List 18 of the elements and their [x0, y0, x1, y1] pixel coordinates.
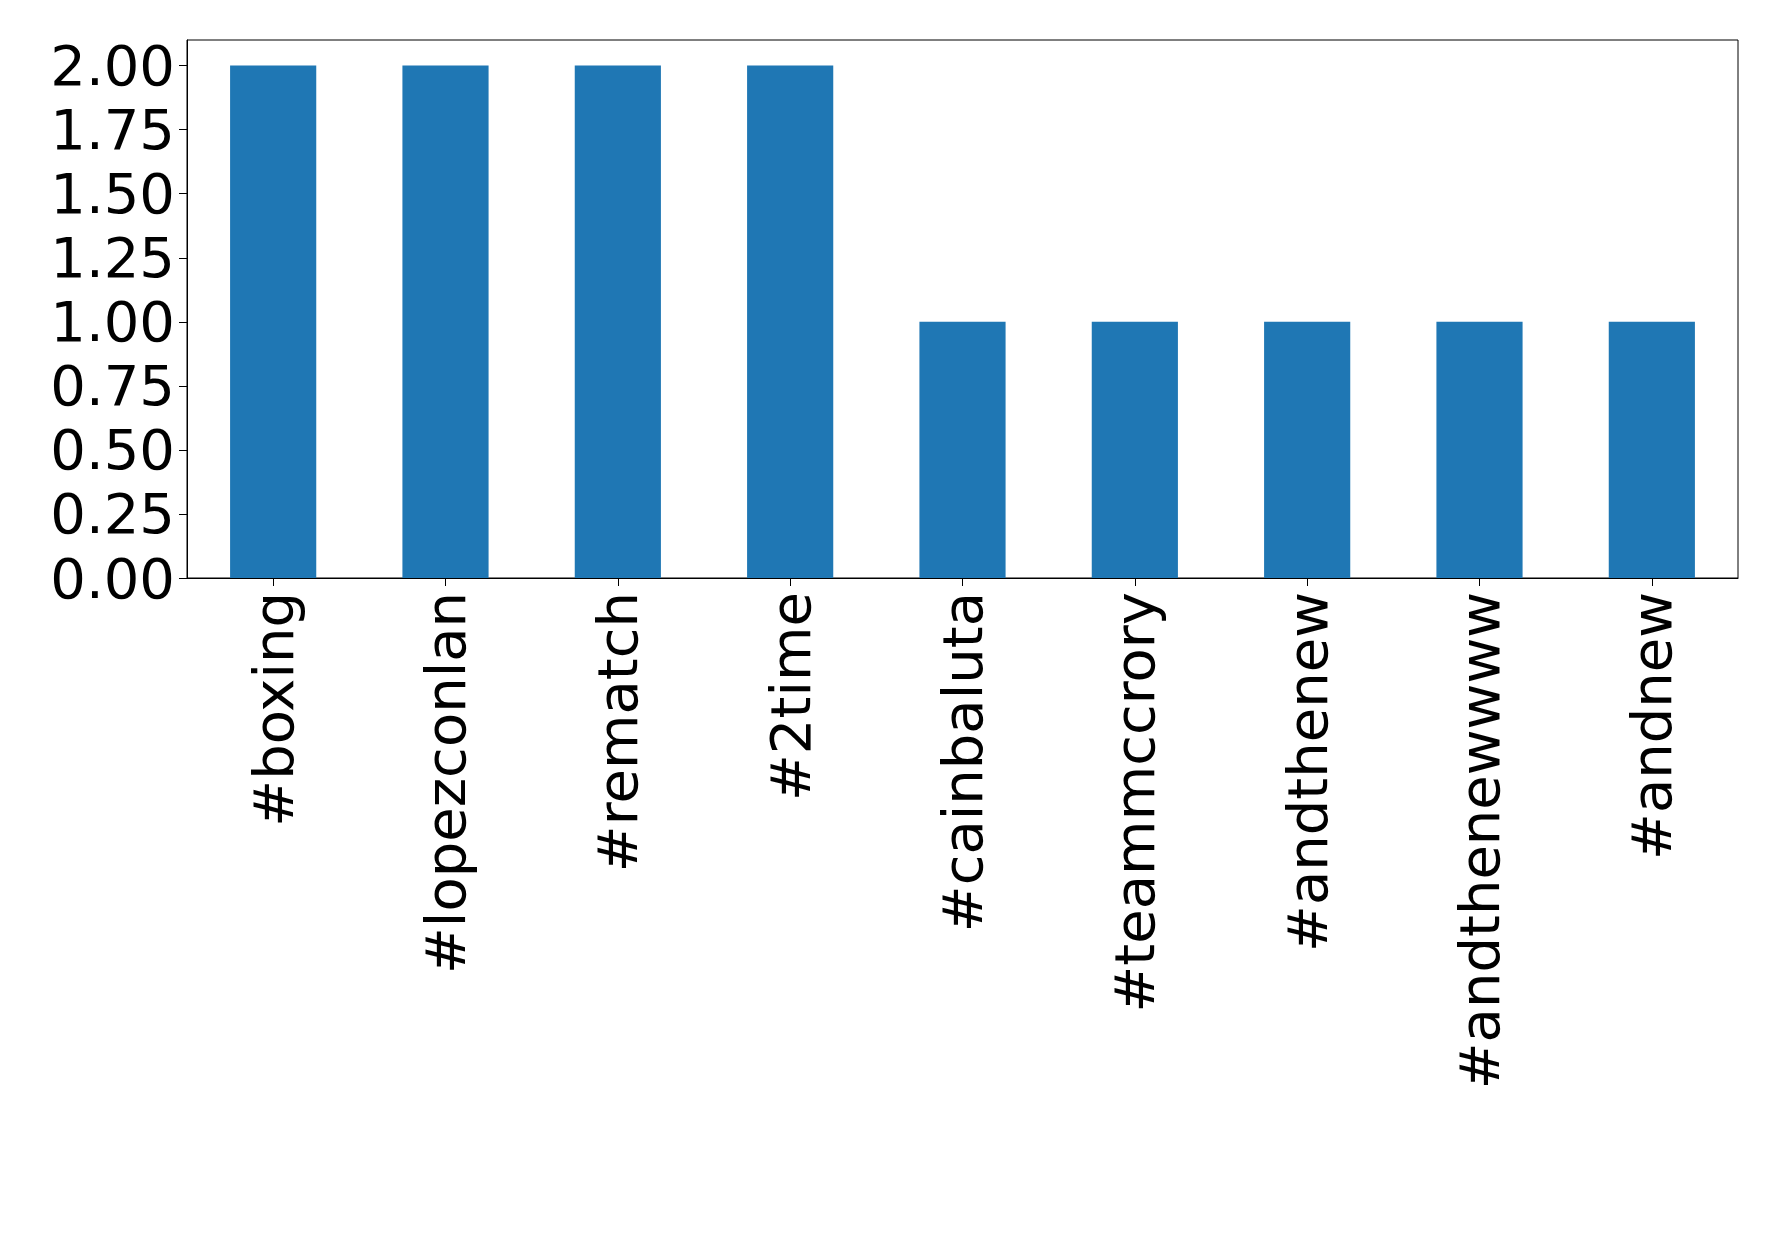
x-tick-label: #andthenew [1274, 592, 1340, 952]
y-tick-label: 1.25 [50, 225, 175, 291]
y-tick-label: 0.25 [50, 481, 175, 547]
x-tick-label: #rematch [585, 592, 651, 873]
x-tick-label: #teammccrory [1102, 592, 1168, 1013]
y-tick-label: 2.00 [50, 33, 175, 99]
y-tick-label: 0.50 [50, 417, 175, 483]
x-tick-label: #andnew [1619, 592, 1685, 861]
y-tick-label: 1.00 [50, 289, 175, 355]
x-tick-label: #cainbaluta [930, 592, 995, 933]
y-tick-label: 0.00 [50, 545, 175, 611]
y-tick-label: 1.75 [50, 97, 175, 163]
x-tick-label: #andthenewwww [1447, 592, 1512, 1090]
x-tick-label: #boxing [240, 592, 306, 827]
y-tick-label: 0.75 [50, 353, 175, 419]
y-tick-label: 1.50 [50, 161, 175, 227]
x-tick-label: #2time [757, 592, 823, 802]
x-tick-label: #lopezconlan [413, 592, 478, 975]
